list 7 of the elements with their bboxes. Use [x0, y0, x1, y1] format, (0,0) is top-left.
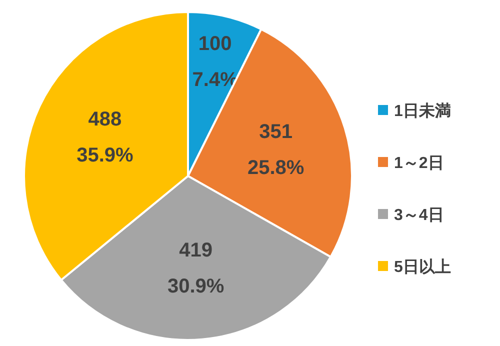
legend-label: 3～4日 [394, 207, 444, 224]
data-label: 488 35.9% [76, 108, 134, 167]
legend-label: 1～2日 [394, 155, 444, 172]
data-label: 419 30.9% [167, 240, 224, 298]
legend-label: 5日以上 [394, 258, 451, 276]
data-label: 351 25.8% [247, 121, 304, 180]
legend-label: 1日未満 [394, 102, 451, 120]
